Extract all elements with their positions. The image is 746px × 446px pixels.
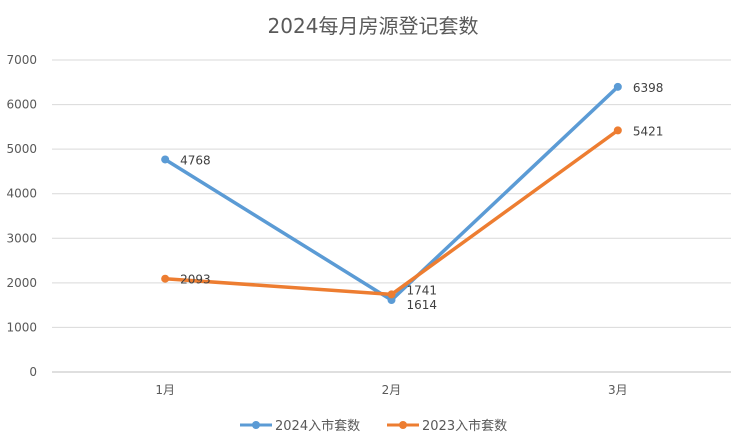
x-tick-label: 1月 — [155, 383, 175, 397]
y-tick-label: 6000 — [6, 98, 37, 112]
y-tick-label: 4000 — [6, 187, 37, 201]
data-label: 1614 — [407, 298, 438, 312]
gridlines — [52, 59, 731, 373]
data-label: 4768 — [180, 153, 211, 167]
data-point — [161, 155, 170, 164]
y-axis-ticks: 0 1000 2000 3000 4000 5000 6000 7000 — [6, 53, 37, 379]
legend-marker — [399, 421, 407, 429]
data-label: 6398 — [633, 81, 664, 95]
y-tick-label: 1000 — [6, 320, 37, 334]
legend-marker — [252, 421, 260, 429]
y-tick-label: 2000 — [6, 276, 37, 290]
x-axis-ticks: 1月 2月 3月 — [155, 383, 627, 397]
data-point — [387, 296, 396, 305]
y-tick-label: 7000 — [6, 53, 37, 67]
data-label: 1741 — [407, 283, 438, 297]
chart-title: 2024每月房源登记套数 — [268, 14, 479, 38]
y-tick-label: 3000 — [6, 231, 37, 245]
data-point — [387, 290, 396, 299]
data-point — [613, 82, 622, 91]
data-labels: 4768 1614 6398 2093 1741 5421 — [180, 81, 663, 312]
data-label: 5421 — [633, 124, 664, 138]
x-tick-label: 3月 — [608, 383, 628, 397]
legend: 2024入市套数 2023入市套数 — [240, 418, 507, 434]
data-point — [161, 274, 170, 283]
series-line-1 — [163, 128, 620, 297]
x-tick-label: 2月 — [382, 383, 402, 397]
legend-label: 2024入市套数 — [275, 418, 360, 434]
data-point — [613, 126, 622, 135]
legend-label: 2023入市套数 — [422, 418, 507, 434]
y-tick-label: 5000 — [6, 142, 37, 156]
data-label: 2093 — [180, 273, 211, 287]
series-lines — [161, 82, 622, 305]
y-tick-label: 0 — [29, 365, 37, 379]
